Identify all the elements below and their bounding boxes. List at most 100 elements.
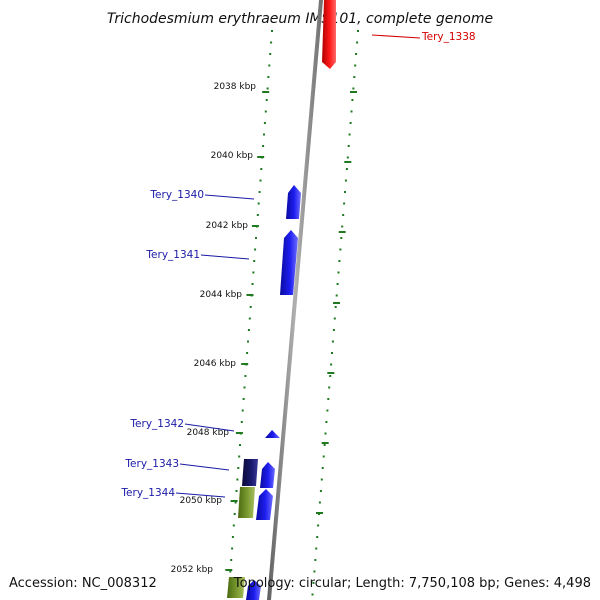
- kbp-major-tick: [225, 569, 233, 571]
- track-dot: [311, 593, 314, 596]
- leader-line: [179, 463, 230, 471]
- track-dot: [316, 536, 319, 538]
- leader-line: [184, 423, 235, 432]
- track-dot: [324, 432, 327, 435]
- track-dot: [337, 271, 340, 274]
- track-dot: [246, 352, 249, 354]
- track-dot: [315, 547, 318, 550]
- track-dot: [339, 248, 342, 251]
- track-dot: [322, 455, 325, 458]
- kbp-label: 2048 kbp: [187, 428, 230, 438]
- gene-tery-1343[interactable]: [242, 459, 258, 486]
- gene-bottom-olive[interactable]: [227, 577, 245, 598]
- gene-labels: Tery_1338 Tery_1340 Tery_1341 Tery_1342 …: [120, 31, 475, 499]
- track-dot: [253, 260, 256, 262]
- track-dot: [342, 214, 345, 216]
- track-dot: [247, 329, 250, 331]
- map-title: Trichodesmium erythraeum IMS101, complet…: [107, 11, 493, 27]
- kbp-label: 2050 kbp: [180, 496, 223, 506]
- track-dot: [258, 191, 261, 193]
- kbp-label: 2052 kbp: [171, 565, 214, 575]
- track-dot: [229, 570, 232, 573]
- track-dot: [331, 340, 334, 343]
- track-dot: [334, 306, 337, 308]
- gene-label-tery-1341[interactable]: Tery_1341: [145, 249, 200, 261]
- outer-tick-track: [311, 30, 359, 596]
- track-dot: [266, 87, 269, 90]
- track-dot: [350, 110, 353, 113]
- track-dot: [267, 76, 270, 78]
- track-dot: [329, 375, 332, 377]
- track-dot: [265, 99, 268, 101]
- track-dot: [251, 283, 254, 285]
- track-dot: [323, 444, 326, 446]
- outer-major-tick: [338, 231, 346, 233]
- gene-tery-1340[interactable]: [286, 185, 301, 219]
- gene-label-tery-1342[interactable]: Tery_1342: [129, 418, 184, 430]
- gene-label-tery-1344[interactable]: Tery_1344: [120, 487, 175, 499]
- gene-label-tery-1340[interactable]: Tery_1340: [149, 189, 204, 201]
- track-dot: [344, 191, 346, 193]
- track-dot: [327, 398, 330, 400]
- kbp-label: 2038 kbp: [214, 82, 257, 92]
- track-dot: [317, 524, 320, 527]
- track-dot: [312, 582, 315, 584]
- track-dot: [232, 524, 235, 527]
- kbp-label: 2046 kbp: [194, 359, 237, 369]
- track-dot: [239, 444, 241, 446]
- accession-text: Accession: NC_008312: [9, 576, 157, 591]
- gene-label-tery-1343[interactable]: Tery_1343: [124, 458, 179, 470]
- track-dot: [259, 179, 262, 182]
- track-dot: [330, 363, 333, 366]
- gene-bottom-blue[interactable]: [246, 580, 261, 600]
- track-dot: [346, 156, 349, 159]
- genome-backbone: [267, 0, 323, 600]
- track-dot: [235, 490, 238, 492]
- gene-label-tery-1338[interactable]: Tery_1338: [421, 31, 476, 43]
- track-dot: [348, 133, 351, 136]
- track-dot: [231, 547, 234, 550]
- track-dot: [341, 225, 344, 228]
- track-dot: [270, 41, 273, 44]
- outer-major-tick: [344, 161, 352, 163]
- leader-line: [371, 34, 421, 39]
- track-dot: [244, 375, 247, 377]
- kbp-major-tick: [251, 225, 259, 227]
- track-dot: [231, 536, 234, 538]
- track-dot: [237, 467, 240, 469]
- gene-tery-1341[interactable]: [280, 230, 298, 295]
- outer-major-tick: [350, 91, 357, 93]
- track-dot: [318, 501, 321, 504]
- track-dot: [347, 145, 350, 147]
- track-dot: [328, 386, 331, 389]
- track-dot: [234, 501, 237, 504]
- kbp-major-tick: [230, 500, 238, 502]
- kbp-major-tick: [257, 156, 265, 158]
- track-dot: [241, 409, 244, 412]
- gene-adjacent-blue-1[interactable]: [260, 462, 275, 488]
- gene-tery-1338[interactable]: [322, 0, 336, 69]
- track-dot: [333, 317, 336, 320]
- genes: [227, 0, 336, 600]
- track-dot: [354, 64, 357, 67]
- track-dot: [243, 386, 246, 389]
- track-dot: [260, 168, 263, 170]
- track-dot: [321, 467, 324, 469]
- track-dot: [262, 145, 265, 147]
- kbp-label: 2044 kbp: [200, 290, 243, 300]
- gene-adjacent-blue-2[interactable]: [256, 489, 273, 520]
- track-dot: [256, 214, 259, 216]
- track-dot: [340, 237, 343, 239]
- track-dot: [264, 110, 267, 113]
- gene-tery-1342[interactable]: [265, 430, 280, 438]
- gene-tery-1344[interactable]: [238, 487, 255, 518]
- track-dot: [249, 306, 252, 308]
- track-dot: [255, 237, 257, 239]
- track-dot: [236, 478, 239, 481]
- outer-major-tick: [321, 442, 329, 444]
- track-dot: [353, 76, 356, 78]
- kbp-major-tick: [246, 294, 254, 296]
- kbp-scale: 2038 kbp 2040 kbp 2042 kbp 2044 kbp 2046…: [171, 82, 257, 575]
- kbp-major-tick: [241, 363, 249, 365]
